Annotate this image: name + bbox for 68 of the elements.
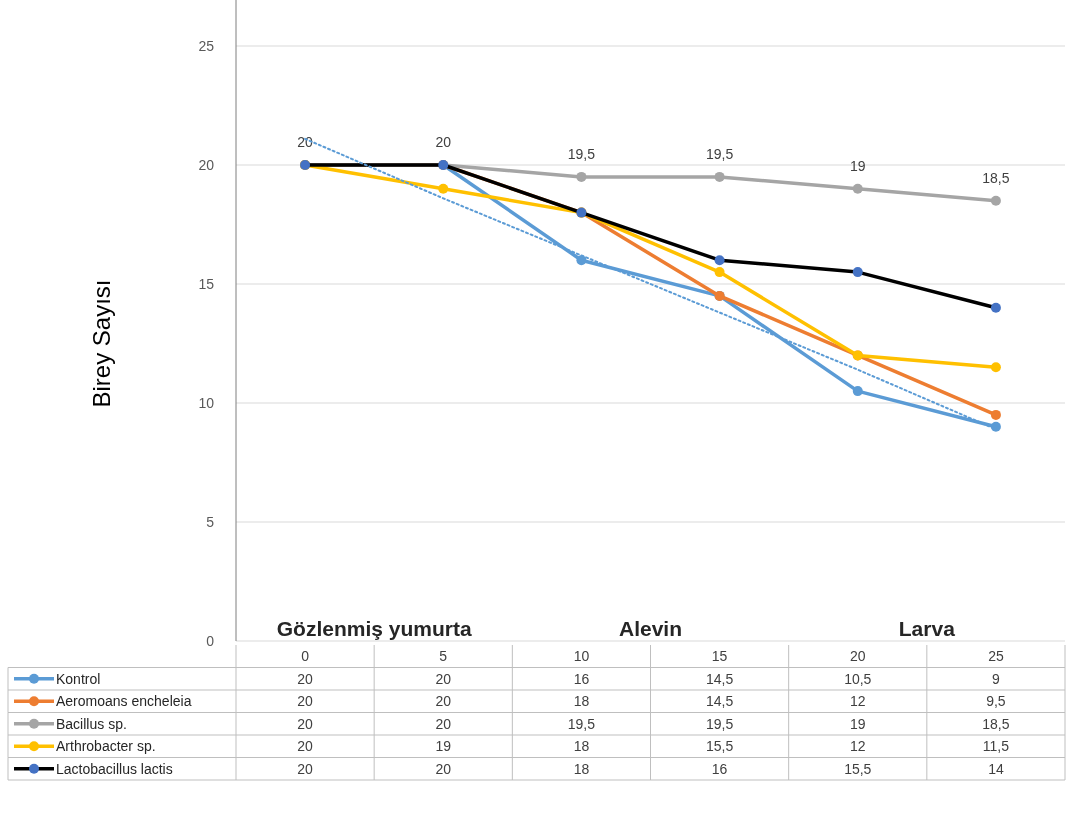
text: 18,5 [982,169,1010,186]
y-tick-label: 20 [198,156,215,173]
y-tick-label: 0 [206,632,215,649]
data-label: 18 [573,760,590,777]
data-label: 20 [297,760,314,777]
legend-label: Arthrobacter sp. [56,738,156,755]
point [852,183,863,194]
data-label: 20 [297,693,314,710]
y-tick-label: 10 [198,394,215,411]
point [714,267,725,278]
data-label: 14,5 [705,693,734,710]
text: 20 [435,134,452,150]
data-label: 15,5 [844,760,872,777]
data-label: 20 [435,670,452,687]
data-label: 9 [992,670,1001,687]
data-label: 9,5 [986,693,1006,710]
x-tick-label: 5 [439,648,448,665]
legend-label: Kontrol [56,670,101,687]
y-axis-title: Birey Sayısı [88,279,115,408]
data-label: 20 [297,715,314,732]
text: 19,5 [567,145,596,162]
point [852,386,863,397]
data-label: 19 [849,715,866,732]
data-label: 14,5 [705,670,734,687]
x-tick-label: 25 [988,648,1004,665]
point [990,362,1001,373]
data-label: 19 [435,738,452,755]
data-label: 20 [435,760,452,777]
data-label: 10,5 [844,670,872,687]
data-label: 16 [711,760,728,777]
annotation: Gözlenmiş yumurta [276,617,472,640]
data-label: 12 [849,738,866,755]
data-label: 11,5 [982,738,1010,755]
text: 19 [849,157,866,174]
y-tick-label: 5 [206,513,215,530]
text: 20 [297,134,313,150]
data-label: 19,5 [705,715,734,732]
data-label: 19,5 [567,715,596,732]
point [714,171,725,182]
y-tick-label: 15 [198,275,215,292]
data-label: 14 [988,760,1004,777]
data-label: 15,5 [705,738,734,755]
data-label: 12 [849,693,866,710]
text: 19,5 [705,145,734,162]
point [990,195,1001,206]
data-label: 20 [297,738,314,755]
point [576,171,587,182]
x-tick-label: 20 [849,648,866,665]
data-label: 20 [435,693,452,710]
legend-label: Bacillus sp. [56,715,127,732]
x-tick-label: 15 [711,648,728,665]
y-tick-label: 25 [198,37,215,54]
point [990,421,1001,432]
data-label: 18,5 [982,715,1010,732]
data-label: 20 [435,715,452,732]
annotation: Alevin [618,617,683,640]
data-label: 16 [573,670,590,687]
point [576,255,587,266]
data-label: 18 [573,738,590,755]
legend-label: Lactobacillus lactis [56,760,173,777]
data-label: 20 [297,670,314,687]
point [990,409,1001,420]
x-tick-label: 10 [573,648,590,665]
data-label: 18 [573,693,590,710]
point [438,183,449,194]
legend-label: Aeromoans encheleia [56,693,192,710]
x-tick-label: 0 [301,648,310,665]
annotation: Larva [898,617,956,640]
